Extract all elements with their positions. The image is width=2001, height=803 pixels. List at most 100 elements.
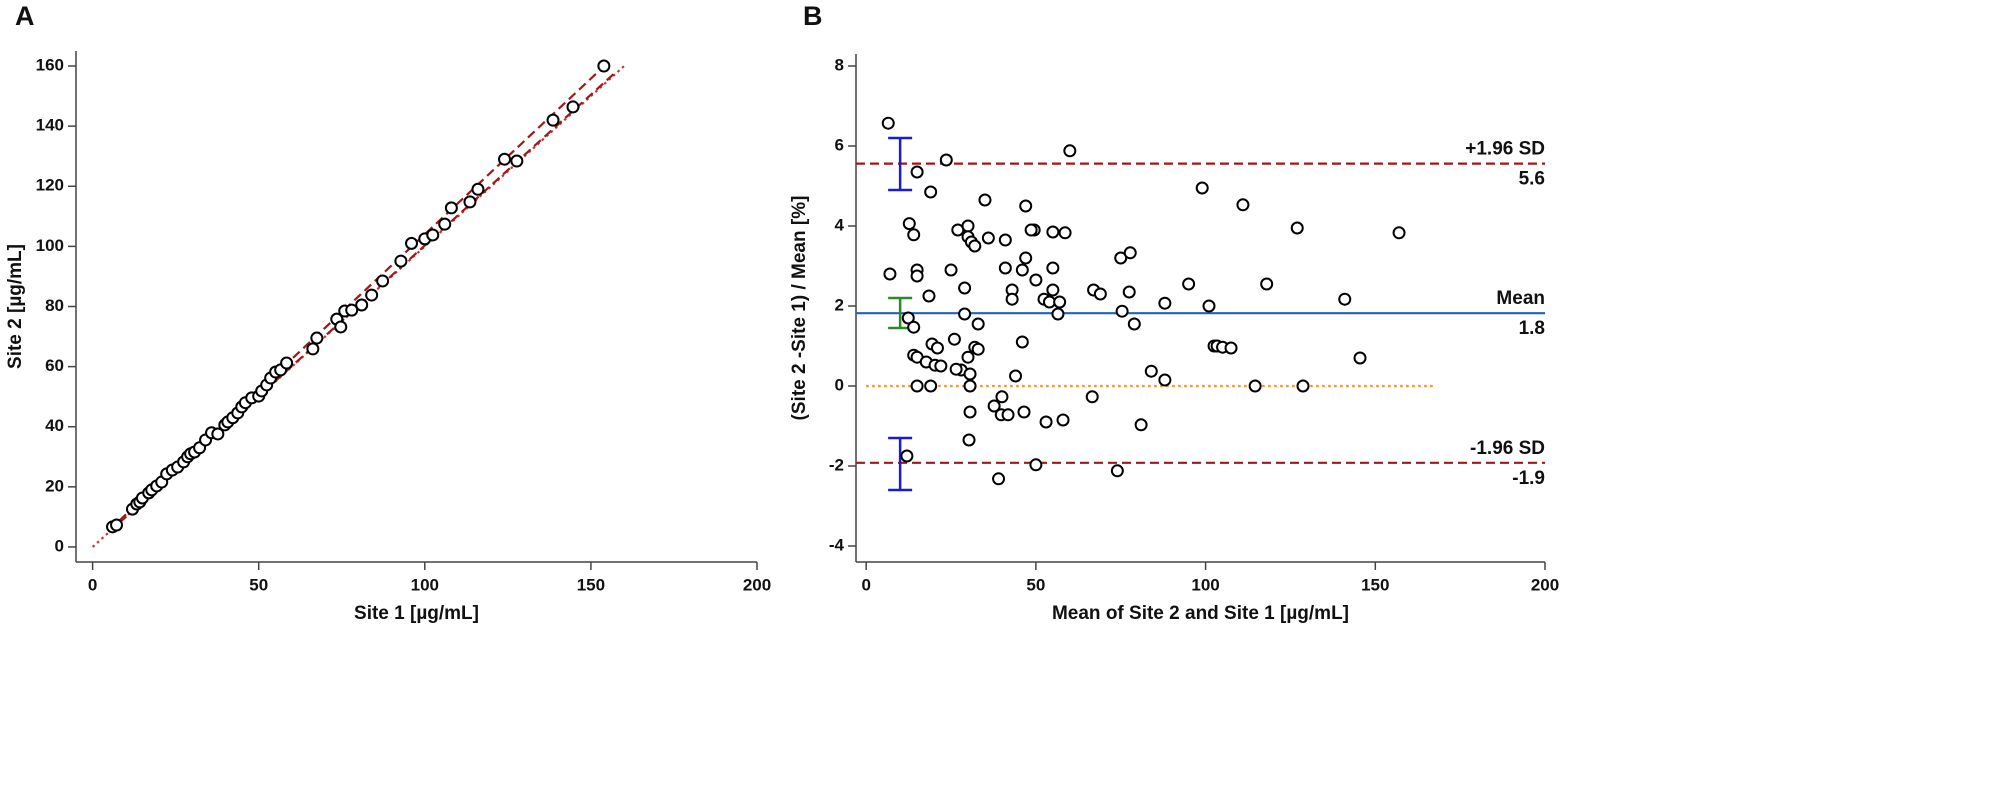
data-point [1114,251,1128,265]
data-point [1392,226,1406,240]
data-point [1144,364,1158,378]
data-point [961,219,975,233]
x-tick-label: 150 [1361,575,1389,594]
data-point [1015,263,1029,277]
data-point [930,341,944,355]
data-point [1296,379,1310,393]
data-point [910,165,924,179]
panel-title: A [15,1,35,31]
data-point [1017,405,1031,419]
data-point [426,228,440,242]
data-point [1202,299,1216,313]
y-tick-label: 2 [835,295,844,314]
y-tick-label: 120 [36,176,64,195]
panel-title: B [803,1,823,31]
data-point [1046,283,1060,297]
y-axis-label: Site 2 [µg/mL] [5,244,26,369]
data-point [566,100,580,114]
data-point [597,59,611,73]
y-tick-label: 20 [45,476,64,495]
data-point [1134,418,1148,432]
data-point [1224,341,1238,355]
y-tick-label: 160 [36,56,64,75]
data-point [1158,296,1172,310]
data-point [958,307,972,321]
data-point [310,331,324,345]
data-point [958,281,972,295]
data-point [1019,251,1033,265]
confidence-bar [888,136,913,192]
reference-label: Mean [1496,288,1545,309]
y-tick-label: 0 [835,375,844,394]
data-point [910,269,924,283]
data-point [963,379,977,393]
data-point [910,379,924,393]
data-point [900,449,914,463]
x-axis-label: Mean of Site 2 and Site 1 [µg/mL] [1052,603,1349,624]
data-point [995,390,1009,404]
data-point [922,289,936,303]
data-point [345,303,359,317]
y-tick-label: 40 [45,416,64,435]
data-point [405,236,419,250]
data-point [1236,198,1250,212]
data-point [971,317,985,331]
y-tick-label: 60 [45,356,64,375]
data-point [902,217,916,231]
data-point [1093,287,1107,301]
data-point [971,342,985,356]
data-point [949,362,963,376]
data-point [355,298,369,312]
data-point [1110,464,1124,478]
data-point [881,116,895,130]
data-point [968,239,982,253]
data-point [498,152,512,166]
y-tick-label: 4 [835,215,845,234]
data-point [924,185,938,199]
x-tick-label: 150 [577,575,605,594]
data-point [907,320,921,334]
reference-label: +1.96 SD [1465,139,1545,160]
data-point [901,311,915,325]
data-point [1029,458,1043,472]
x-tick-label: 50 [1026,575,1045,594]
y-axis-label: (Site 2 -Site 1) / Mean [%] [789,196,810,421]
x-tick-label: 100 [411,575,439,594]
x-tick-label: 50 [249,575,268,594]
data-point [211,427,225,441]
data-point [306,342,320,356]
data-point [1260,277,1274,291]
data-point [1122,285,1136,299]
data-point [1053,295,1067,309]
data-point [963,405,977,419]
data-point [280,356,294,370]
data-point [962,433,976,447]
data-point [961,350,975,364]
x-axis-label: Site 1 [µg/mL] [354,603,479,624]
data-point [510,154,524,168]
reference-label: -1.96 SD [1470,438,1545,459]
y-tick-label: 0 [55,536,64,555]
data-point [1046,261,1060,275]
data-point [981,231,995,245]
data-point [934,359,948,373]
reference-value: 5.6 [1519,169,1545,190]
data-point [546,113,560,127]
data-point [1195,181,1209,195]
data-point [998,233,1012,247]
data-point [394,254,408,268]
data-point [471,182,485,196]
y-tick-label: -4 [829,535,845,554]
y-tick-label: 8 [835,55,844,74]
data-point [1158,373,1172,387]
data-point [1029,273,1043,287]
data-point [978,193,992,207]
data-point [907,228,921,242]
data-point [1019,199,1033,213]
reference-value: -1.9 [1512,468,1545,489]
data-point [1024,223,1038,237]
data-point [463,195,477,209]
y-tick-label: 100 [36,236,64,255]
data-point [998,261,1012,275]
